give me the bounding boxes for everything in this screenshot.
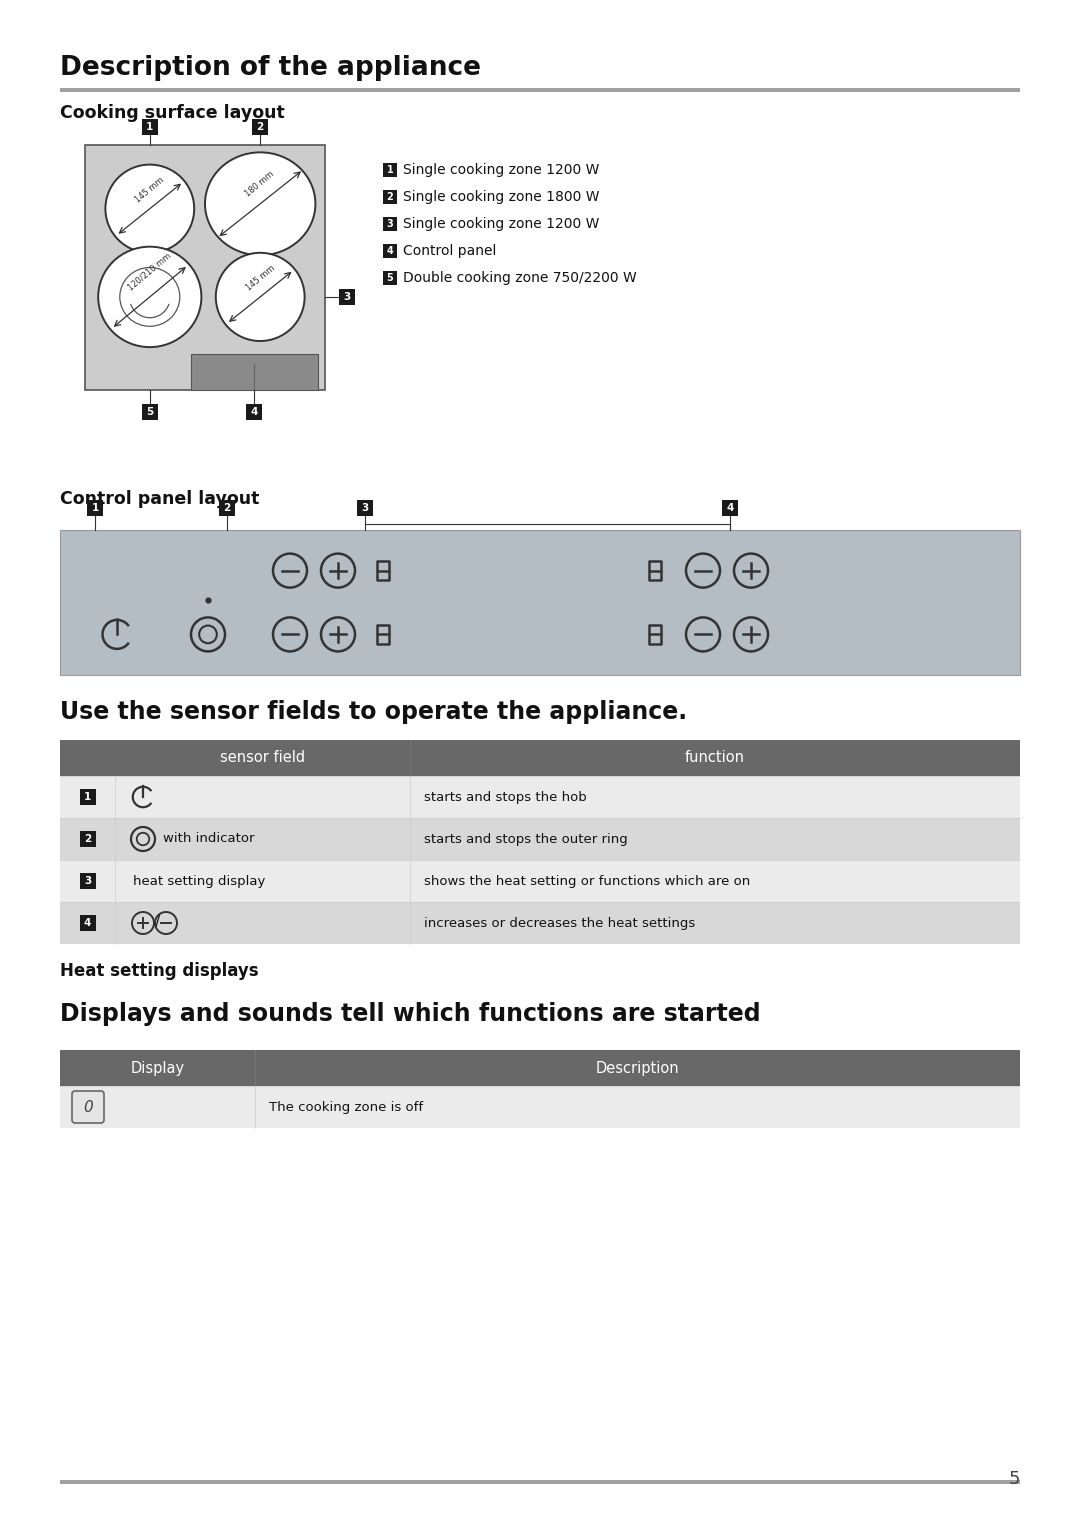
Text: Display: Display — [131, 1061, 185, 1075]
Bar — [190, 355, 318, 390]
Text: with indicator: with indicator — [163, 832, 255, 846]
Text: Description: Description — [596, 1061, 679, 1075]
Text: starts and stops the hob: starts and stops the hob — [424, 790, 586, 804]
Text: 120/210 mm: 120/210 mm — [126, 251, 173, 292]
Bar — [383, 245, 397, 258]
Bar — [80, 789, 95, 804]
Bar — [339, 289, 355, 304]
Bar — [253, 119, 268, 135]
Ellipse shape — [216, 252, 305, 341]
Text: 5: 5 — [1009, 1469, 1020, 1488]
Text: 1: 1 — [146, 122, 153, 131]
Text: Control panel layout: Control panel layout — [60, 489, 259, 508]
Ellipse shape — [205, 153, 315, 255]
Text: The cooking zone is off: The cooking zone is off — [269, 1101, 423, 1113]
Text: Cooking surface layout: Cooking surface layout — [60, 104, 285, 122]
Bar — [60, 777, 1020, 818]
Text: 145 mm: 145 mm — [244, 263, 276, 294]
Bar — [357, 500, 373, 515]
Text: 1: 1 — [92, 503, 98, 514]
Text: sensor field: sensor field — [220, 751, 305, 766]
Text: 3: 3 — [84, 876, 91, 885]
Bar — [80, 830, 95, 847]
Text: shows the heat setting or functions which are on: shows the heat setting or functions whic… — [424, 875, 751, 887]
Text: 4: 4 — [387, 246, 393, 255]
Text: 3: 3 — [343, 292, 351, 301]
Text: Control panel: Control panel — [403, 245, 497, 258]
Bar — [60, 859, 1020, 902]
Bar — [60, 1050, 1020, 1086]
Text: 4: 4 — [251, 407, 258, 417]
Text: 4: 4 — [84, 917, 91, 928]
Text: Displays and sounds tell which functions are started: Displays and sounds tell which functions… — [60, 1001, 760, 1026]
Text: 5: 5 — [146, 407, 153, 417]
Bar — [383, 271, 397, 284]
Bar — [60, 531, 1020, 674]
Bar — [141, 404, 158, 420]
Bar — [60, 89, 1020, 92]
Bar — [219, 500, 235, 515]
Text: 2: 2 — [224, 503, 231, 514]
Text: Heat setting displays: Heat setting displays — [60, 962, 258, 980]
Text: 2: 2 — [84, 833, 91, 844]
Text: Description of the appliance: Description of the appliance — [60, 55, 481, 81]
Text: Use the sensor fields to operate the appliance.: Use the sensor fields to operate the app… — [60, 700, 687, 725]
Text: 5: 5 — [387, 274, 393, 283]
Bar — [246, 404, 262, 420]
Text: Double cooking zone 750/2200 W: Double cooking zone 750/2200 W — [403, 271, 637, 284]
Text: 1: 1 — [84, 792, 91, 803]
Text: 3: 3 — [362, 503, 368, 514]
Text: heat setting display: heat setting display — [133, 875, 266, 887]
Bar — [85, 145, 325, 390]
Bar — [60, 902, 1020, 943]
Text: /: / — [156, 916, 160, 931]
Text: 1: 1 — [387, 165, 393, 174]
Text: Single cooking zone 1200 W: Single cooking zone 1200 W — [403, 164, 599, 177]
Ellipse shape — [106, 165, 194, 252]
Bar — [60, 818, 1020, 859]
Bar — [80, 914, 95, 931]
Bar — [383, 190, 397, 203]
Text: 145 mm: 145 mm — [134, 176, 166, 205]
Bar — [60, 740, 1020, 777]
Text: starts and stops the outer ring: starts and stops the outer ring — [424, 832, 627, 846]
Text: Single cooking zone 1800 W: Single cooking zone 1800 W — [403, 190, 599, 203]
Text: 2: 2 — [387, 193, 393, 202]
Bar — [383, 217, 397, 231]
Bar — [60, 1480, 1020, 1485]
Text: 4: 4 — [727, 503, 733, 514]
Text: Single cooking zone 1200 W: Single cooking zone 1200 W — [403, 217, 599, 231]
Bar — [383, 164, 397, 177]
Text: increases or decreases the heat settings: increases or decreases the heat settings — [424, 916, 696, 930]
Bar — [60, 1086, 1020, 1128]
Text: 180 mm: 180 mm — [244, 170, 276, 199]
Text: 3: 3 — [387, 219, 393, 229]
Text: 0: 0 — [83, 1099, 93, 1115]
Bar — [723, 500, 738, 515]
Ellipse shape — [98, 246, 201, 347]
Ellipse shape — [120, 268, 179, 326]
Text: function: function — [685, 751, 745, 766]
Text: 2: 2 — [257, 122, 264, 131]
Bar — [141, 119, 158, 135]
Bar — [87, 500, 103, 515]
FancyBboxPatch shape — [72, 1092, 104, 1122]
Bar — [80, 873, 95, 888]
